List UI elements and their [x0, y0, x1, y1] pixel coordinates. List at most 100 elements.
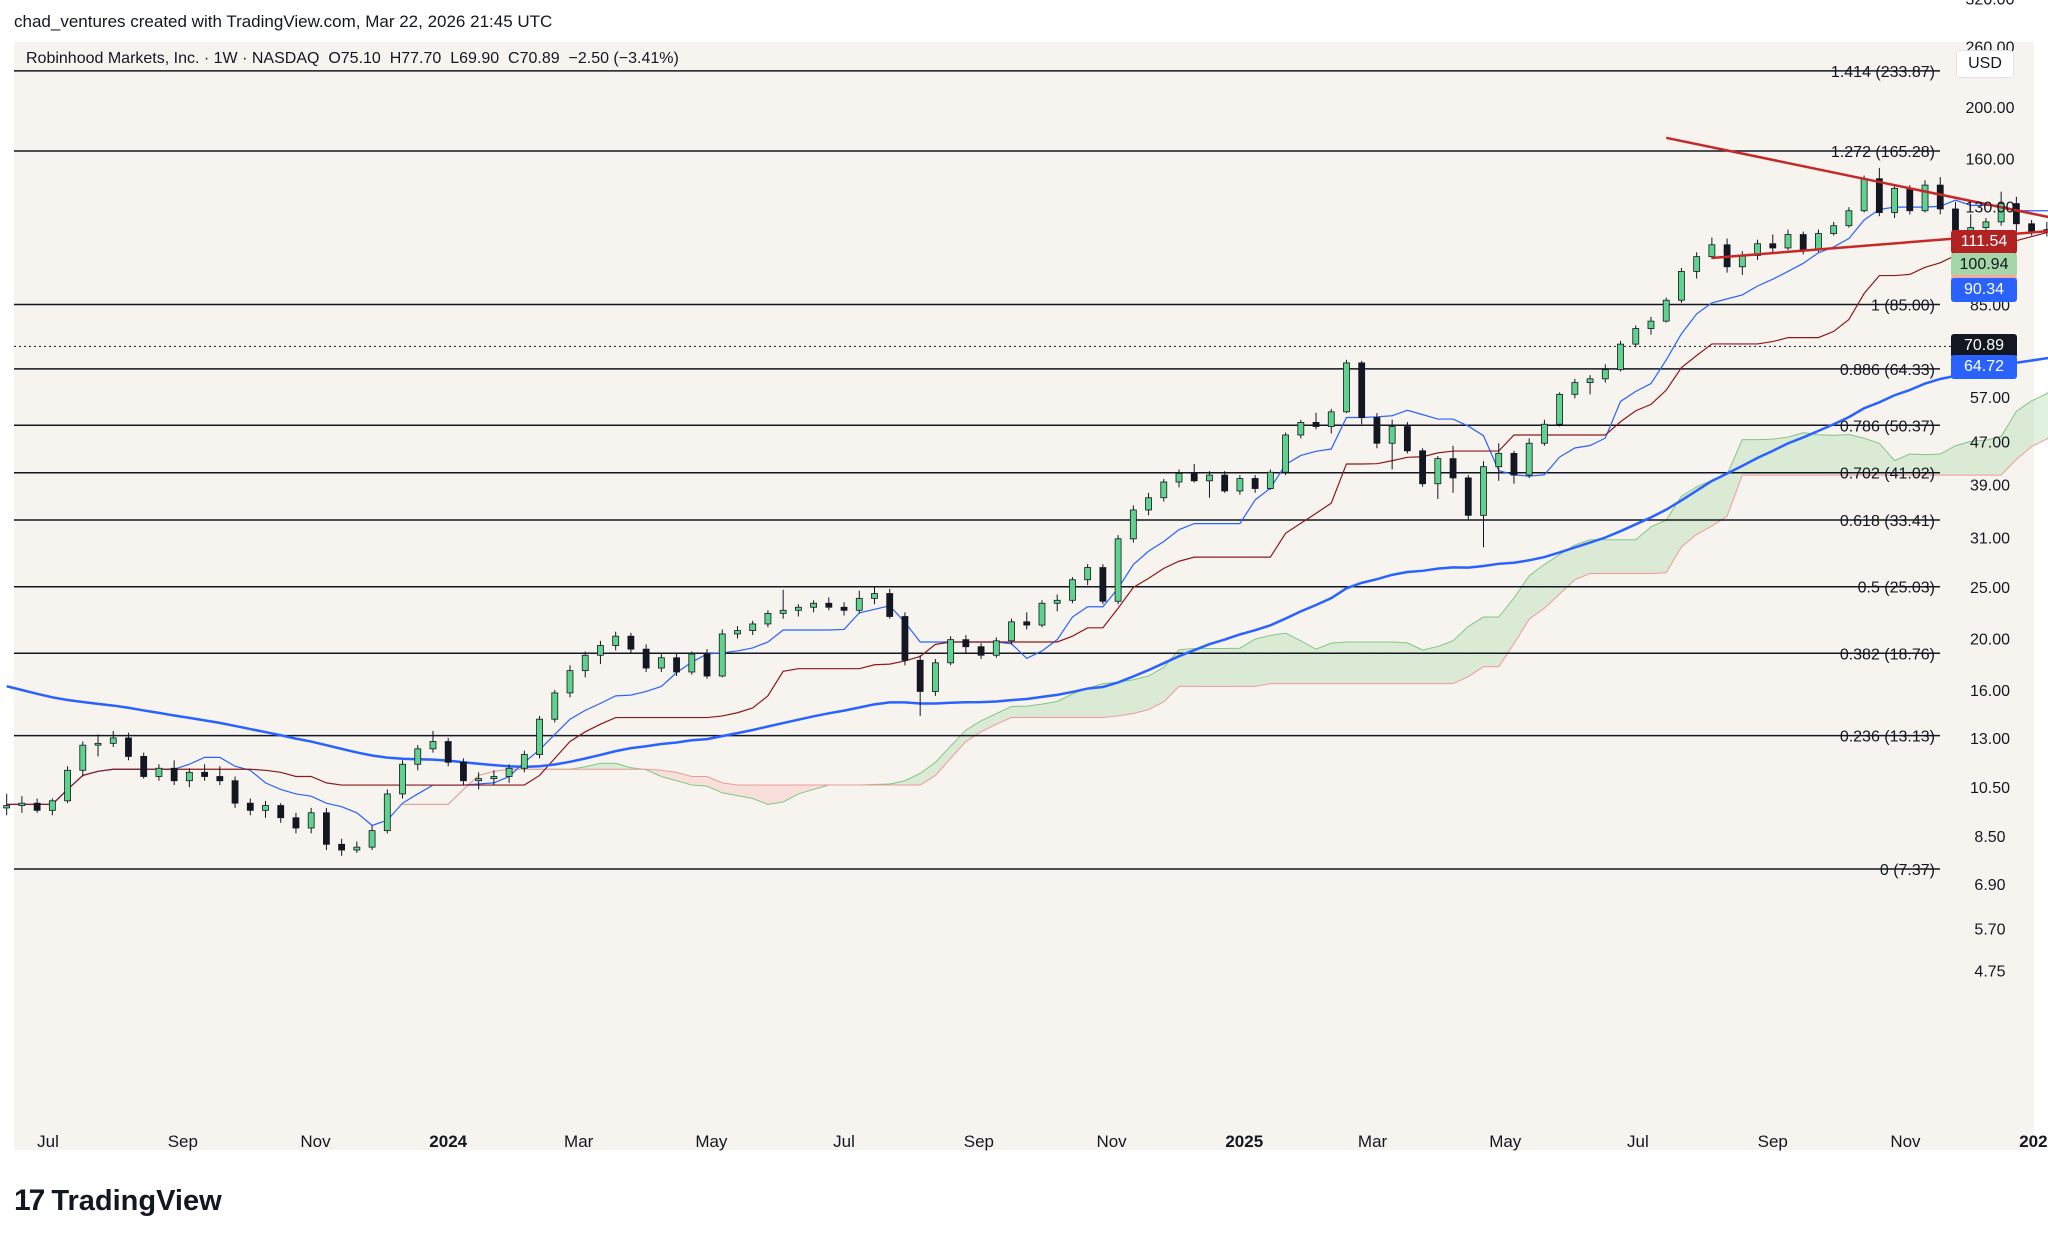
- y-tick-label: 130.00: [1966, 199, 2015, 216]
- candle-body: [703, 653, 711, 677]
- candle-body: [1556, 393, 1564, 425]
- candle-body: [353, 846, 361, 851]
- cloud-segment: [1909, 454, 1926, 476]
- cloud-segment: [1133, 676, 1149, 714]
- cloud-segment: [1940, 445, 1956, 476]
- legend-high: H77.70: [389, 50, 442, 67]
- candle-body: [1617, 343, 1624, 371]
- x-tick-label: 2025: [1225, 1132, 1263, 1151]
- candle-body: [1906, 187, 1914, 212]
- candle-body: [414, 748, 422, 765]
- cloud-segment: [1650, 520, 1667, 574]
- cloud-segment: [1331, 641, 1347, 684]
- currency-button[interactable]: USD: [1956, 50, 2014, 78]
- cloud-segment: [707, 776, 723, 793]
- candle-body: [1266, 471, 1274, 489]
- y-tick-label: 16.00: [1970, 683, 2010, 700]
- candle-body: [1510, 452, 1518, 476]
- cloud-segment: [1925, 454, 1941, 476]
- candle-body: [1145, 497, 1152, 511]
- candle-body: [1403, 426, 1411, 452]
- y-tick-label: 320.00: [1966, 0, 2015, 9]
- candle-body: [185, 771, 193, 782]
- price-tag-111.54: 111.54: [1951, 229, 2017, 254]
- candle-body: [1434, 458, 1442, 485]
- candle-body: [2028, 223, 2035, 232]
- candle-body: [1586, 378, 1594, 384]
- symbol-legend: Robinhood Markets, Inc. · 1W · NASDAQ O7…: [26, 50, 679, 68]
- candle-body: [48, 800, 56, 811]
- price-axis[interactable]: [1954, 42, 2034, 1150]
- cloud-segment: [1498, 598, 1514, 667]
- cloud-segment: [1635, 526, 1651, 574]
- candle-body: [1952, 208, 1959, 232]
- cloud-segment: [1696, 480, 1712, 535]
- candle-body: [216, 776, 224, 782]
- candle-body: [18, 802, 26, 806]
- x-tick-label: Jul: [833, 1132, 855, 1151]
- y-tick-label: 160.00: [1966, 152, 2015, 169]
- cloud-segment: [1285, 633, 1301, 684]
- candle-body: [1206, 474, 1213, 482]
- x-tick-label: Nov: [1096, 1132, 1127, 1151]
- candle-body: [1738, 255, 1746, 268]
- candle-body: [1708, 244, 1716, 258]
- legend-change: −2.50 (−3.41%): [568, 50, 679, 67]
- cloud-segment: [798, 785, 814, 794]
- cloud-segment: [1346, 641, 1362, 684]
- cloud-segment: [1011, 706, 1027, 718]
- cloud-segment: [767, 785, 784, 805]
- candle-body: [429, 741, 437, 750]
- cloud-segment: [1194, 648, 1210, 687]
- legend-low: L69.90: [450, 50, 500, 67]
- candle-body: [1601, 369, 1609, 380]
- candle-body: [627, 635, 635, 650]
- indicator-lines: [6, 199, 2048, 827]
- candle-body: [231, 780, 239, 804]
- candle-body: [520, 754, 528, 769]
- candle-body: [612, 635, 620, 646]
- cloud-segment: [920, 762, 936, 786]
- cloud-segment: [1255, 635, 1271, 687]
- moving-average-line: [6, 356, 2048, 769]
- candle-body: [1799, 234, 1807, 251]
- y-tick-label: 39.00: [1970, 477, 2010, 494]
- cloud-segment: [1955, 441, 1971, 476]
- candle-body: [1693, 256, 1701, 272]
- x-tick-label: May: [695, 1132, 728, 1151]
- fib-levels: 1.618 (385.10)1.414 (233.87)1.272 (165.2…: [14, 64, 1954, 879]
- cloud-segment: [1376, 641, 1393, 684]
- cloud-segment: [1833, 434, 1849, 476]
- candle-body: [1099, 567, 1107, 602]
- cloud-segment: [1590, 539, 1606, 574]
- y-tick-label: 8.50: [1974, 829, 2005, 846]
- cloud-segment: [1757, 439, 1773, 476]
- candle-body: [886, 593, 894, 617]
- cloud-segment: [1072, 688, 1088, 718]
- candles: [3, 167, 2048, 856]
- cloud-segment: [1468, 617, 1484, 677]
- candle-body: [3, 805, 11, 809]
- candle-body: [505, 767, 513, 777]
- cloud-segment: [1179, 648, 1195, 687]
- candle-body: [901, 616, 909, 661]
- cloud-segment: [935, 746, 951, 776]
- candle-body: [1495, 452, 1503, 468]
- x-tick-label: Nov: [300, 1132, 331, 1151]
- cloud-segment: [1879, 443, 1895, 476]
- candle-body: [1069, 579, 1076, 601]
- cloud-segment: [1620, 539, 1636, 574]
- plot-area[interactable]: [14, 42, 1954, 1150]
- cloud-segment: [1041, 701, 1058, 718]
- candle-body: [992, 640, 1000, 656]
- cloud-segment: [1864, 438, 1880, 476]
- cloud-segment: [1985, 436, 2002, 476]
- cloud-segment: [1681, 486, 1697, 547]
- cloud-segment: [1559, 544, 1575, 595]
- candle-body: [566, 670, 574, 694]
- candle-body: [1175, 472, 1183, 483]
- candle-body: [642, 648, 650, 669]
- tradingview-logo[interactable]: 17 TradingView: [14, 1184, 222, 1218]
- cloud-segment: [1163, 649, 1179, 702]
- candle-body: [1815, 233, 1822, 251]
